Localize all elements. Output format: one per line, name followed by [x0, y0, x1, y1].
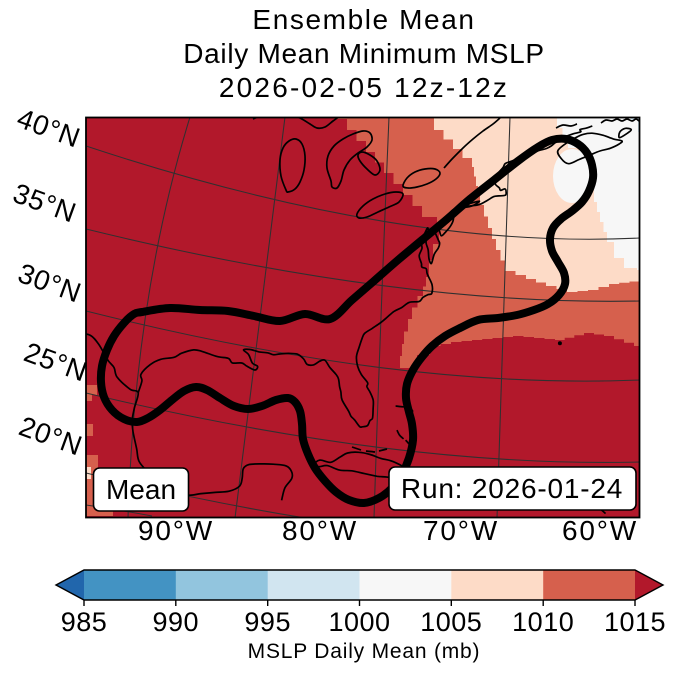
svg-text:1005: 1005 — [420, 607, 482, 637]
svg-text:60°W: 60°W — [562, 515, 638, 546]
svg-text:1015: 1015 — [604, 607, 666, 637]
svg-text:2026-02-05 12z-12z: 2026-02-05 12z-12z — [219, 72, 509, 103]
svg-text:Mean: Mean — [106, 474, 176, 505]
svg-text:1010: 1010 — [512, 607, 574, 637]
svg-text:70°W: 70°W — [423, 515, 499, 546]
svg-text:Run: 2026-01-24: Run: 2026-01-24 — [401, 473, 623, 504]
svg-text:MSLP Daily Mean (mb): MSLP Daily Mean (mb) — [248, 640, 481, 663]
svg-text:995: 995 — [244, 607, 291, 637]
svg-text:80°W: 80°W — [282, 515, 358, 546]
svg-text:90°W: 90°W — [138, 515, 214, 546]
svg-text:985: 985 — [61, 607, 108, 637]
svg-text:1000: 1000 — [328, 607, 390, 637]
svg-text:Daily Mean Minimum MSLP: Daily Mean Minimum MSLP — [183, 38, 545, 69]
svg-text:990: 990 — [153, 607, 200, 637]
svg-text:Ensemble Mean: Ensemble Mean — [252, 4, 475, 35]
